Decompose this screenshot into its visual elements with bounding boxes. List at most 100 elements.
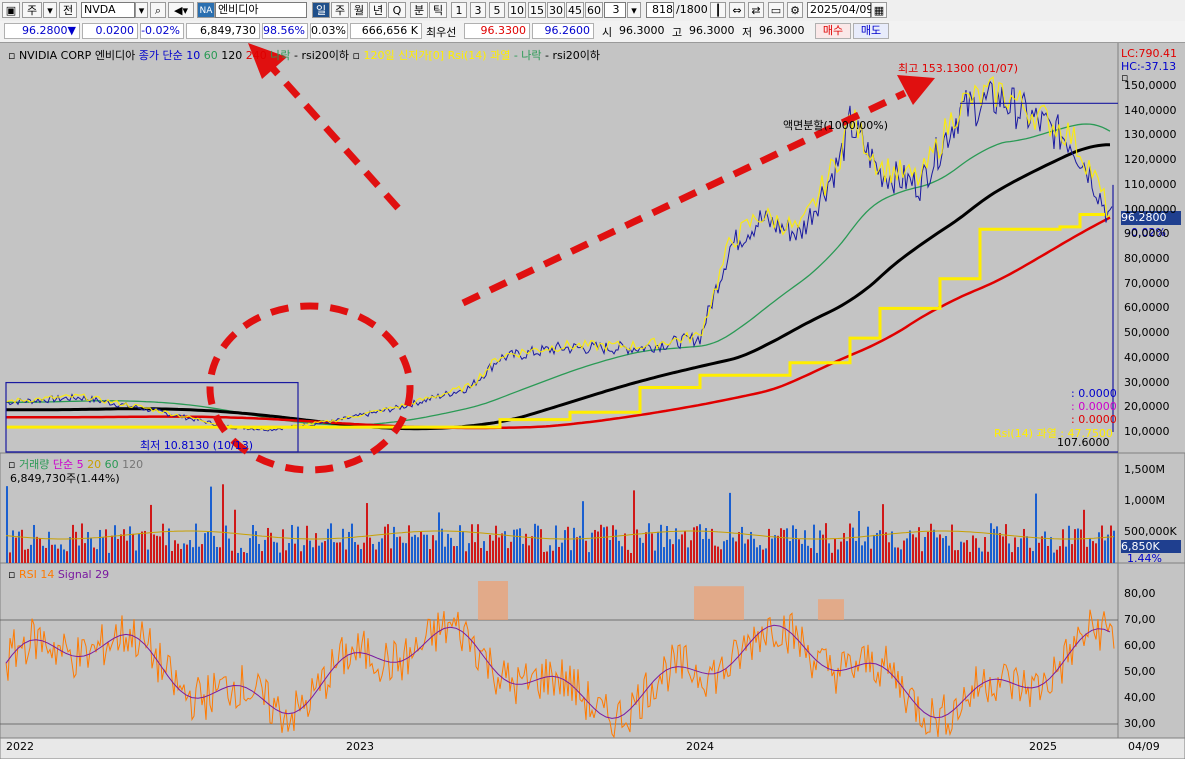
exchange-badge: NA bbox=[197, 2, 215, 18]
period-minute[interactable]: 분 bbox=[410, 2, 428, 18]
volume-bar bbox=[870, 548, 872, 563]
volume-bar bbox=[267, 527, 269, 563]
save-icon[interactable]: ▭ bbox=[768, 2, 784, 18]
volume-bar bbox=[786, 528, 788, 563]
volume-bar bbox=[150, 504, 152, 563]
price-axis-tick: 70,0000 bbox=[1124, 276, 1170, 290]
x-label-2023: 2023 bbox=[346, 740, 374, 753]
volume-bar bbox=[1056, 549, 1058, 563]
interval-3[interactable]: 3 bbox=[470, 2, 486, 18]
volume-bar bbox=[969, 551, 971, 563]
volume-bar bbox=[162, 523, 164, 563]
volume-bar bbox=[1035, 493, 1037, 563]
period-day[interactable]: 일 bbox=[312, 2, 330, 18]
interval-60[interactable]: 60 bbox=[585, 2, 603, 18]
volume-bar bbox=[1044, 531, 1046, 563]
custom-interval-input[interactable]: 3 bbox=[604, 2, 626, 18]
open-label: 시 bbox=[602, 26, 613, 39]
price-axis-tick: 10,0000 bbox=[1124, 425, 1170, 439]
ticker-dropdown-icon[interactable]: ▾ bbox=[135, 2, 148, 18]
period-tick[interactable]: 틱 bbox=[429, 2, 447, 18]
volume-bar bbox=[1059, 546, 1061, 563]
buy-button[interactable]: 매수 bbox=[815, 23, 851, 39]
volume-bar bbox=[555, 525, 557, 563]
sound-icon[interactable]: ◀▾ bbox=[168, 2, 194, 18]
volume-bar bbox=[297, 526, 299, 563]
volume-bar bbox=[339, 542, 341, 563]
volume-bar bbox=[306, 525, 308, 563]
volume-bar bbox=[603, 527, 605, 563]
volume-bar bbox=[171, 551, 173, 563]
volume-bar bbox=[549, 545, 551, 563]
interval-1[interactable]: 1 bbox=[451, 2, 467, 18]
week-dropdown-icon[interactable]: ▾ bbox=[43, 2, 57, 18]
volume-bar bbox=[930, 523, 932, 563]
volume-bar bbox=[798, 539, 800, 563]
search-icon[interactable]: ⌕ bbox=[150, 2, 166, 18]
interval-10[interactable]: 10 bbox=[508, 2, 526, 18]
week-button[interactable]: 주 bbox=[22, 2, 42, 18]
volume-bar bbox=[1113, 530, 1115, 563]
candle-icon[interactable]: ┃ bbox=[710, 2, 726, 18]
calendar-icon[interactable]: ▦ bbox=[871, 2, 887, 18]
change-value: 0.0200 bbox=[82, 23, 138, 39]
chart-layout-icon[interactable]: ▣ bbox=[2, 2, 20, 18]
date-input[interactable]: 2025/04/09 bbox=[807, 2, 873, 18]
interval-45[interactable]: 45 bbox=[566, 2, 584, 18]
volume-bar bbox=[819, 530, 821, 563]
volume-bar bbox=[939, 534, 941, 563]
zoom-out-icon[interactable]: ⇄ bbox=[748, 2, 764, 18]
volume-axis-tick: 500,000K bbox=[1124, 525, 1177, 538]
volume-bar bbox=[825, 523, 827, 563]
volume-bar bbox=[351, 523, 353, 563]
volume-bar bbox=[60, 544, 62, 563]
chart-canvas[interactable] bbox=[0, 43, 1185, 759]
volume-bar bbox=[96, 549, 98, 563]
volume-bar bbox=[486, 550, 488, 563]
bollinger-line bbox=[5, 75, 1111, 431]
volume-bar bbox=[672, 544, 674, 563]
volume-bar bbox=[801, 543, 803, 563]
volume-bar bbox=[792, 525, 794, 563]
ticker-input[interactable]: NVDA bbox=[81, 2, 135, 18]
chart-area[interactable]: ▫ NVIDIA CORP 엔비디아 종가 단순 10 60 120 240 나… bbox=[0, 43, 1185, 759]
toolbar: ▣ 주 ▾ 전 NVDA ▾ ⌕ ◀▾ NA 엔비디아 일 주 월 년 Q 분 … bbox=[0, 0, 1185, 22]
period-month[interactable]: 월 bbox=[350, 2, 368, 18]
period-week[interactable]: 주 bbox=[331, 2, 349, 18]
period-quarter[interactable]: Q bbox=[388, 2, 406, 18]
volume-bar bbox=[165, 545, 167, 563]
volume-bar bbox=[87, 532, 89, 563]
stock-name-field[interactable]: 엔비디아 bbox=[215, 2, 307, 18]
volume-bar bbox=[831, 552, 833, 563]
volume-bar bbox=[540, 529, 542, 563]
volume-bar bbox=[504, 531, 506, 563]
volume-bar bbox=[195, 523, 197, 563]
volume-bar bbox=[1062, 529, 1064, 563]
volume-bar bbox=[999, 533, 1001, 563]
volume-bar bbox=[69, 537, 71, 563]
volume-bar bbox=[1107, 534, 1109, 563]
volume-bar bbox=[126, 540, 128, 563]
volume-bar bbox=[405, 543, 407, 563]
settings-icon[interactable]: ⚙ bbox=[787, 2, 803, 18]
volume-bar bbox=[186, 544, 188, 563]
volume-bar bbox=[960, 541, 962, 563]
volume-bar bbox=[525, 533, 527, 563]
interval-30[interactable]: 30 bbox=[547, 2, 565, 18]
volume-bar bbox=[795, 528, 797, 563]
rsi-legend-signal: Signal 29 bbox=[57, 568, 110, 581]
interval-5[interactable]: 5 bbox=[489, 2, 505, 18]
volume-bar bbox=[981, 551, 983, 563]
interval-15[interactable]: 15 bbox=[528, 2, 546, 18]
interval-dropdown-icon[interactable]: ▾ bbox=[627, 2, 641, 18]
hc-value: HC:-37.13 bbox=[1121, 60, 1177, 73]
all-button[interactable]: 전 bbox=[59, 2, 77, 18]
zoom-in-icon[interactable]: ⇔ bbox=[729, 2, 745, 18]
bar-count-input[interactable]: 818 bbox=[646, 2, 674, 18]
sell-button[interactable]: 매도 bbox=[853, 23, 889, 39]
volume-bar bbox=[915, 537, 917, 563]
volume-bar bbox=[381, 538, 383, 563]
volume-bar bbox=[222, 484, 224, 563]
volume-bar bbox=[675, 528, 677, 563]
period-year[interactable]: 년 bbox=[369, 2, 387, 18]
